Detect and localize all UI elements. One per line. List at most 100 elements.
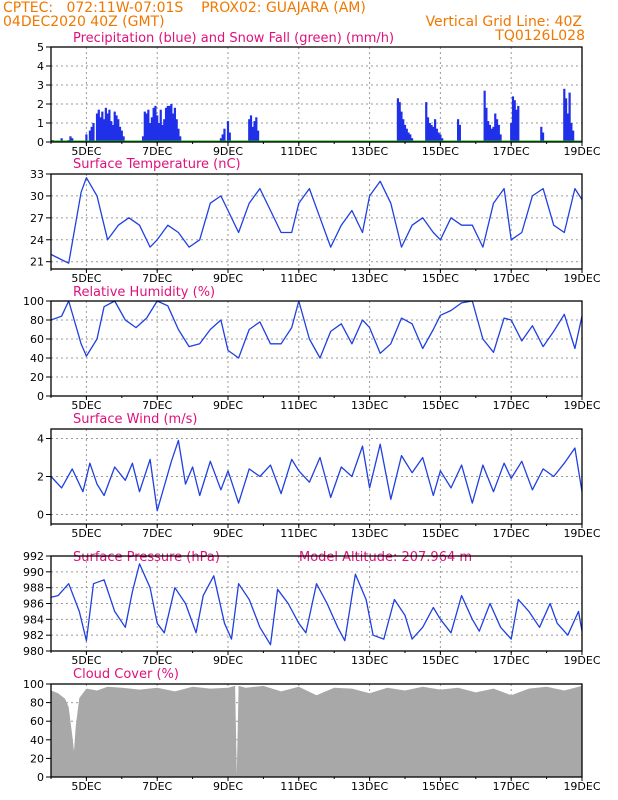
precipitation-bar	[435, 128, 438, 142]
precipitation-bar	[248, 119, 251, 142]
pressure-ytick-label: 984	[23, 613, 44, 626]
pressure-frame	[50, 555, 583, 652]
cloud-cover-ytick-label: 20	[30, 752, 44, 765]
cloud-cover-xtick-label: 9DEC	[213, 780, 243, 793]
cloud-cover-xtick-label: 17DEC	[493, 780, 530, 793]
precipitation-bar	[492, 126, 495, 142]
pressure-xtick-label: 15DEC	[422, 654, 459, 667]
humidity-frame	[50, 300, 583, 397]
temperature-xtick-label: 17DEC	[493, 272, 530, 285]
temperature-frame	[50, 173, 583, 270]
precipitation-xtick-label: 11DEC	[280, 145, 317, 158]
precipitation-bar	[113, 111, 116, 142]
wind-xtick-label: 7DEC	[142, 527, 172, 540]
pressure-xtick-label: 9DEC	[213, 654, 243, 667]
pressure-title: Surface Pressure (hPa)	[73, 550, 220, 565]
wind-frame	[50, 428, 583, 525]
precipitation-bar	[403, 124, 407, 142]
humidity-xtick-label: 9DEC	[213, 399, 243, 412]
precipitation-bar	[170, 104, 173, 142]
precipitation-bar	[425, 102, 428, 142]
precipitation-bar	[223, 128, 226, 142]
cloud-cover-xtick-label: 19DEC	[563, 780, 600, 793]
pressure-xtick-label: 17DEC	[493, 654, 530, 667]
humidity-xtick-label: 7DEC	[142, 399, 172, 412]
precipitation-bar	[398, 102, 401, 142]
pressure-ytick-label: 992	[23, 550, 44, 563]
pressure-xtick-label: 7DEC	[142, 654, 172, 667]
humidity-xtick-label: 17DEC	[493, 399, 530, 412]
precipitation-bar	[159, 109, 162, 142]
precipitation-bar	[488, 124, 492, 142]
precipitation-bar	[499, 134, 502, 142]
precipitation-bar	[168, 105, 171, 142]
precipitation-bar	[219, 138, 223, 142]
temperature-ytick-label: 30	[30, 190, 44, 203]
precipitation-bar	[564, 98, 568, 142]
precipitation-frame	[50, 46, 583, 143]
cloud-cover-xtick-label: 5DEC	[71, 780, 101, 793]
precipitation-xtick-label: 19DEC	[563, 145, 600, 158]
precipitation-bar	[510, 123, 513, 142]
wind-ytick-label: 0	[37, 509, 44, 522]
precipitation-bar	[256, 130, 260, 142]
precipitation-xtick-label: 9DEC	[213, 145, 243, 158]
pressure-ytick-label: 990	[23, 566, 44, 579]
humidity-xtick-label: 19DEC	[563, 399, 600, 412]
precipitation-bar	[88, 130, 92, 142]
precipitation-bar	[396, 98, 400, 142]
precipitation-bar	[517, 105, 520, 142]
precipitation-ytick-label: 4	[37, 60, 44, 73]
precipitation-bar	[457, 119, 460, 142]
pressure-ytick-label: 980	[23, 645, 44, 658]
pressure-ytick-label: 982	[23, 629, 44, 642]
wind-xtick-label: 13DEC	[351, 527, 388, 540]
humidity-panel: Relative Humidity (%) 0 20 40 60 80 100 5DEC 7DE…	[23, 285, 601, 412]
precipitation-bar	[163, 119, 166, 142]
humidity-title: Relative Humidity (%)	[73, 285, 215, 300]
precipitation-bar	[85, 134, 88, 142]
wind-xtick-label: 9DEC	[213, 527, 243, 540]
pressure-xtick-label: 13DEC	[351, 654, 388, 667]
precipitation-bar	[441, 138, 444, 142]
precipitation-bar	[157, 123, 161, 142]
wind-xtick-label: 19DEC	[563, 527, 600, 540]
precipitation-bar	[179, 136, 182, 142]
precipitation-bar	[402, 119, 405, 142]
precipitation-bar	[99, 117, 102, 142]
precipitation-bar	[437, 132, 440, 142]
precipitation-bar	[490, 128, 493, 142]
precipitation-bar	[141, 136, 145, 142]
precipitation-bar	[164, 107, 168, 142]
precipitation-bar	[405, 128, 408, 142]
precipitation-bar	[97, 109, 100, 142]
pressure-line	[50, 563, 583, 646]
pressure-xtick-label: 11DEC	[280, 654, 317, 667]
precipitation-bar	[495, 119, 499, 142]
precipitation-bar	[494, 113, 497, 142]
precipitation-bar	[149, 123, 152, 142]
precipitation-bar	[103, 119, 106, 142]
precipitation-bar	[432, 126, 435, 142]
precipitation-bar	[226, 121, 230, 142]
precipitation-bar	[221, 134, 224, 142]
precipitation-bar	[485, 107, 488, 142]
header-vertical-grid-line: Vertical Grid Line: 40Z	[425, 14, 582, 30]
precipitation-bar	[409, 134, 412, 142]
precipitation-bar	[566, 113, 569, 142]
precipitation-title: Precipitation (blue) and Snow Fall (gree…	[73, 31, 394, 46]
precipitation-xtick-label: 15DEC	[422, 145, 459, 158]
precipitation-bar	[410, 138, 414, 142]
cloud-cover-ytick-label: 60	[30, 715, 44, 728]
precipitation-bar	[110, 121, 113, 142]
precipitation-ytick-label: 1	[37, 117, 44, 130]
header-model-code: TQ0126L028	[495, 28, 585, 44]
cloud-cover-xtick-label: 13DEC	[351, 780, 388, 793]
precipitation-bar	[439, 134, 442, 142]
precipitation-bar	[120, 130, 123, 142]
pressure-ytick-label: 986	[23, 598, 44, 611]
wind-line	[50, 439, 583, 512]
precipitation-bar	[407, 132, 410, 142]
wind-ytick-label: 2	[37, 471, 44, 484]
temperature-xtick-label: 19DEC	[563, 272, 600, 285]
